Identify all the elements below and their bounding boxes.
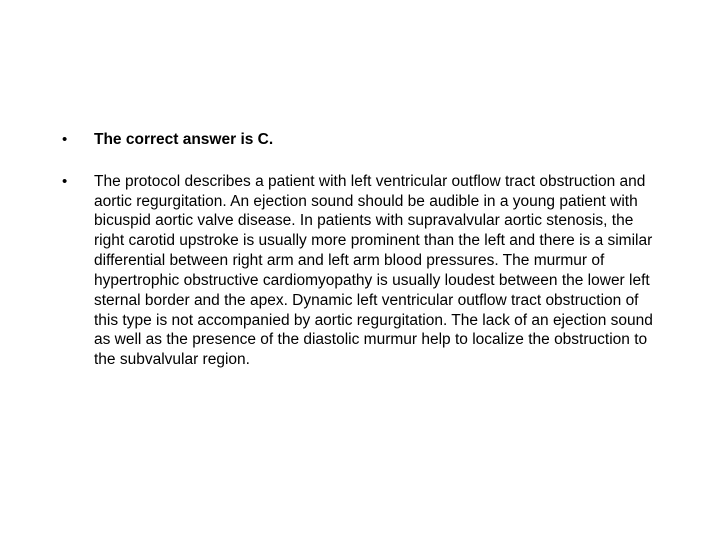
list-item: The protocol describes a patient with le… [50,172,660,370]
explanation-text: The protocol describes a patient with le… [94,173,653,368]
answer-line: The correct answer is C. [94,131,273,148]
list-item: The correct answer is C. [50,130,660,150]
slide-container: The correct answer is C. The protocol de… [0,0,720,540]
bullet-list: The correct answer is C. The protocol de… [50,130,660,370]
